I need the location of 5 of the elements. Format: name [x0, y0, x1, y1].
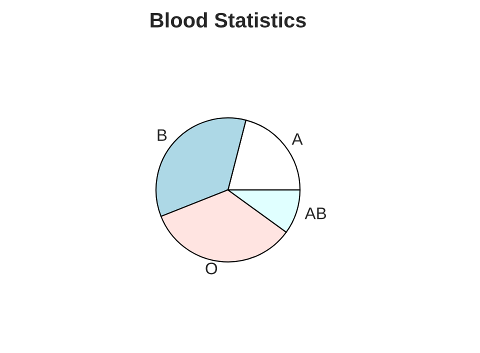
- slice-label: O: [206, 262, 218, 274]
- slice-label: AB: [304, 208, 326, 220]
- chart-title: Blood Statistics: [150, 12, 306, 28]
- slice-label: A: [292, 133, 303, 145]
- slice-label: B: [158, 129, 167, 141]
